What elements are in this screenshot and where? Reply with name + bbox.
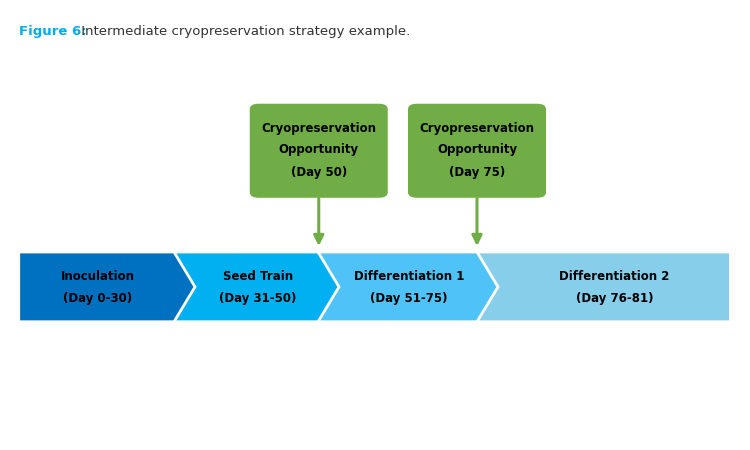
Text: (Day 31-50): (Day 31-50) — [219, 292, 296, 305]
Text: (Day 0-30): (Day 0-30) — [63, 292, 132, 305]
Polygon shape — [174, 252, 341, 322]
Text: Seed Train: Seed Train — [223, 270, 292, 284]
Text: (Day 51-75): (Day 51-75) — [370, 292, 448, 305]
Text: Differentiation 1: Differentiation 1 — [354, 270, 464, 284]
FancyBboxPatch shape — [408, 104, 546, 198]
Text: Opportunity: Opportunity — [437, 144, 517, 156]
Text: Opportunity: Opportunity — [279, 144, 358, 156]
Polygon shape — [19, 252, 197, 322]
Text: (Day 75): (Day 75) — [448, 166, 506, 179]
Text: Cryopreservation: Cryopreservation — [261, 122, 376, 135]
Polygon shape — [318, 252, 500, 322]
Text: (Day 50): (Day 50) — [291, 166, 346, 179]
Text: Cryopreservation: Cryopreservation — [419, 122, 535, 135]
Polygon shape — [477, 252, 730, 322]
Text: Intermediate cryopreservation strategy example.: Intermediate cryopreservation strategy e… — [77, 25, 410, 38]
Text: Inoculation: Inoculation — [61, 270, 134, 284]
Text: Differentiation 2: Differentiation 2 — [559, 270, 670, 284]
Text: Figure 6:: Figure 6: — [19, 25, 86, 38]
FancyBboxPatch shape — [250, 104, 388, 198]
Text: (Day 76-81): (Day 76-81) — [575, 292, 653, 305]
